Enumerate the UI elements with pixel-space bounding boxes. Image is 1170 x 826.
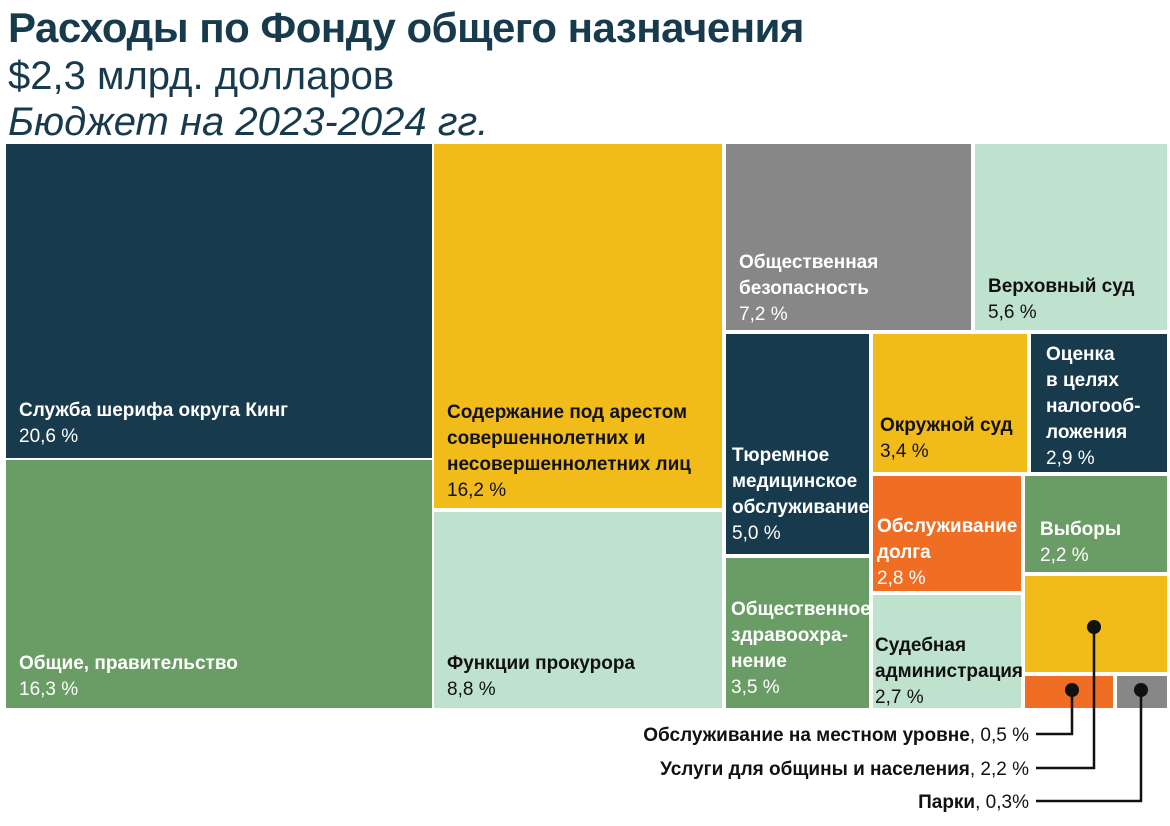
callout-label: Обслуживание на местном уровне, 0,5 % [643, 725, 1029, 746]
callout-dot [1065, 683, 1079, 697]
chart-subtitle-budget: Бюджет на 2023-2024 гг. [8, 100, 489, 144]
tile-value: 2,2 % [1040, 545, 1089, 566]
callout-label: Услуги для общины и населения, 2,2 % [660, 759, 1029, 780]
treemap-tile [726, 558, 869, 708]
callout-dot [1087, 620, 1101, 634]
treemap-tile [726, 334, 869, 554]
chart-subtitle-amount: $2,3 млрд. долларов [8, 54, 395, 98]
tile-value: 7,2 % [739, 304, 788, 325]
treemap-tile [434, 512, 722, 708]
tile-value: 8,8 % [447, 679, 496, 700]
tile-label: Оценка в целях налогооб-ложения [1046, 344, 1140, 443]
callout-dot [1134, 683, 1148, 697]
tile-label: Общественная безопасность [739, 252, 878, 299]
tile-label: Окружной суд [880, 415, 1013, 436]
treemap-tile [6, 460, 432, 708]
callout-line [1036, 627, 1096, 770]
tile-value: 5,0 % [732, 523, 781, 544]
treemap-tile [975, 144, 1167, 330]
treemap-tile [434, 144, 722, 508]
tile-label: Общие, правительство [19, 653, 238, 674]
treemap-tile [726, 144, 971, 330]
tile-label: Выборы [1040, 519, 1121, 540]
tile-label: Служба шерифа округа Кинг [19, 400, 288, 421]
tile-value: 2,8 % [877, 568, 926, 589]
tile-value: 2,7 % [875, 687, 924, 708]
tile-value: 3,5 % [731, 677, 780, 698]
treemap-tile [873, 476, 1021, 591]
tile-label: Функции прокурора [447, 653, 635, 674]
treemap-tile [873, 595, 1021, 708]
tile-value: 20,6 % [19, 426, 78, 447]
tile-label: Судебная администрация [875, 635, 1023, 682]
tile-label: Содержание под арестом совершеннолетних и… [447, 402, 691, 475]
callout-line [1036, 690, 1074, 736]
tile-value: 5,6 % [988, 302, 1037, 323]
tile-value: 3,4 % [880, 441, 929, 462]
tile-value: 16,2 % [447, 480, 506, 501]
tile-value: 2,9 % [1046, 448, 1095, 469]
treemap-tile [1025, 476, 1167, 572]
treemap-tile [1031, 334, 1167, 472]
chart-title: Расходы по Фонду общего назначения [8, 4, 804, 51]
callout-line [1036, 690, 1143, 803]
treemap-tile [873, 334, 1027, 472]
tile-label: Тюремное медицинское обслуживание [732, 445, 869, 518]
tile-label: Обслуживание долга [877, 516, 1017, 563]
tile-value: 16,3 % [19, 679, 78, 700]
tile-label: Верховный суд [988, 276, 1134, 297]
tile-label: Общественное здравоохра-нение [731, 599, 871, 672]
callout-label: Парки, 0,3% [918, 792, 1029, 813]
treemap-tile [6, 144, 432, 458]
